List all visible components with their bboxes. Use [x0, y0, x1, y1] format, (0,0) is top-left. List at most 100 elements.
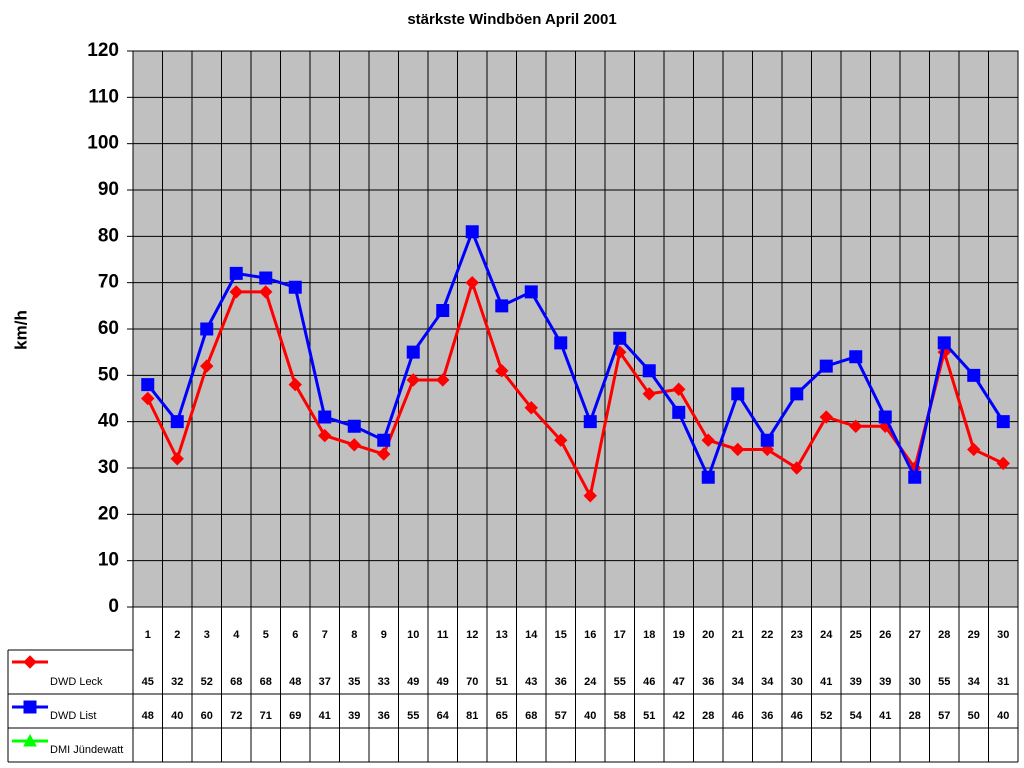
table-value: 24	[584, 676, 597, 688]
table-value: 46	[732, 710, 744, 722]
y-tick-label: 20	[98, 503, 119, 524]
data-point	[524, 285, 538, 299]
x-tick-label: 12	[466, 629, 478, 641]
table-value: 43	[525, 676, 537, 688]
x-tick-label: 22	[761, 629, 773, 641]
x-tick-label: 4	[233, 629, 240, 641]
y-tick-label: 80	[98, 225, 119, 246]
x-tick-label: 14	[525, 629, 538, 641]
table-value: 57	[555, 710, 567, 722]
chart-title: stärkste Windböen April 2001	[407, 11, 616, 28]
x-tick-label: 25	[850, 629, 862, 641]
table-value: 57	[938, 710, 950, 722]
data-point	[259, 285, 273, 299]
data-point	[642, 364, 656, 378]
data-point	[229, 285, 243, 299]
y-tick-label: 120	[87, 40, 119, 61]
data-point	[701, 470, 715, 484]
table-value: 50	[968, 710, 980, 722]
table-value: 30	[909, 676, 921, 688]
legend-marker	[23, 733, 37, 747]
data-point	[731, 442, 745, 457]
table-value: 32	[171, 676, 183, 688]
table-value: 36	[555, 676, 567, 688]
data-point	[347, 438, 361, 452]
data-point	[908, 470, 922, 484]
legend-label: DWD Leck	[50, 676, 103, 688]
x-tick-label: 20	[702, 629, 714, 641]
data-point	[465, 275, 479, 290]
table-value: 49	[437, 676, 449, 688]
legend-marker	[23, 655, 37, 669]
table-value: 46	[643, 676, 655, 688]
data-point	[141, 378, 155, 392]
table-value: 36	[702, 676, 714, 688]
x-tick-label: 7	[322, 629, 328, 641]
table-value: 51	[496, 676, 508, 688]
table-value: 37	[319, 676, 331, 688]
data-point	[229, 266, 243, 280]
table-value: 71	[260, 710, 272, 722]
x-tick-label: 10	[407, 629, 419, 641]
y-tick-label: 70	[98, 272, 119, 293]
table-value: 40	[584, 710, 596, 722]
data-point	[790, 387, 804, 401]
table-value: 47	[673, 676, 685, 688]
table-value: 34	[761, 676, 774, 688]
data-point	[288, 280, 302, 294]
data-point	[436, 303, 450, 317]
data-point	[996, 456, 1010, 471]
data-point	[495, 299, 509, 313]
data-point	[554, 433, 568, 447]
data-point	[642, 387, 656, 401]
table-value: 70	[466, 676, 478, 688]
data-point	[613, 331, 627, 345]
data-point	[406, 345, 420, 359]
data-point	[967, 368, 981, 382]
data-point	[672, 382, 686, 396]
x-tick-label: 18	[643, 629, 655, 641]
data-point	[259, 271, 273, 285]
table-value: 52	[201, 676, 213, 688]
data-point	[200, 359, 214, 373]
y-tick-label: 50	[98, 364, 119, 385]
x-tick-label: 2	[174, 629, 180, 641]
data-point	[819, 359, 833, 373]
y-tick-label: 60	[98, 318, 119, 339]
y-tick-label: 90	[98, 179, 119, 200]
table-value: 54	[850, 710, 863, 722]
data-point	[937, 336, 951, 350]
data-point	[318, 410, 332, 424]
table-value: 41	[879, 710, 891, 722]
x-tick-label: 27	[909, 629, 921, 641]
table-value: 36	[378, 710, 390, 722]
data-point	[288, 377, 302, 392]
table-value: 45	[142, 676, 154, 688]
table-value: 72	[230, 710, 242, 722]
data-point	[878, 410, 892, 424]
x-tick-label: 29	[968, 629, 980, 641]
data-point	[554, 336, 568, 350]
data-point	[672, 405, 686, 419]
data-point	[583, 415, 597, 429]
table-value: 55	[938, 676, 950, 688]
table-value: 41	[319, 710, 331, 722]
data-point	[377, 447, 391, 461]
y-tick-label: 110	[88, 86, 119, 107]
table-value: 46	[791, 710, 803, 722]
table-value: 39	[348, 710, 360, 722]
x-tick-label: 8	[351, 629, 357, 641]
table-value: 51	[643, 710, 655, 722]
y-tick-label: 100	[87, 133, 119, 154]
x-tick-label: 30	[997, 629, 1009, 641]
table-value: 69	[289, 710, 301, 722]
data-point	[524, 401, 538, 415]
x-tick-label: 11	[437, 629, 449, 641]
table-value: 33	[378, 676, 390, 688]
x-tick-label: 13	[496, 629, 508, 641]
table-value: 55	[614, 676, 626, 688]
data-point	[701, 433, 715, 447]
data-point	[436, 373, 450, 387]
table-value: 34	[968, 676, 981, 688]
